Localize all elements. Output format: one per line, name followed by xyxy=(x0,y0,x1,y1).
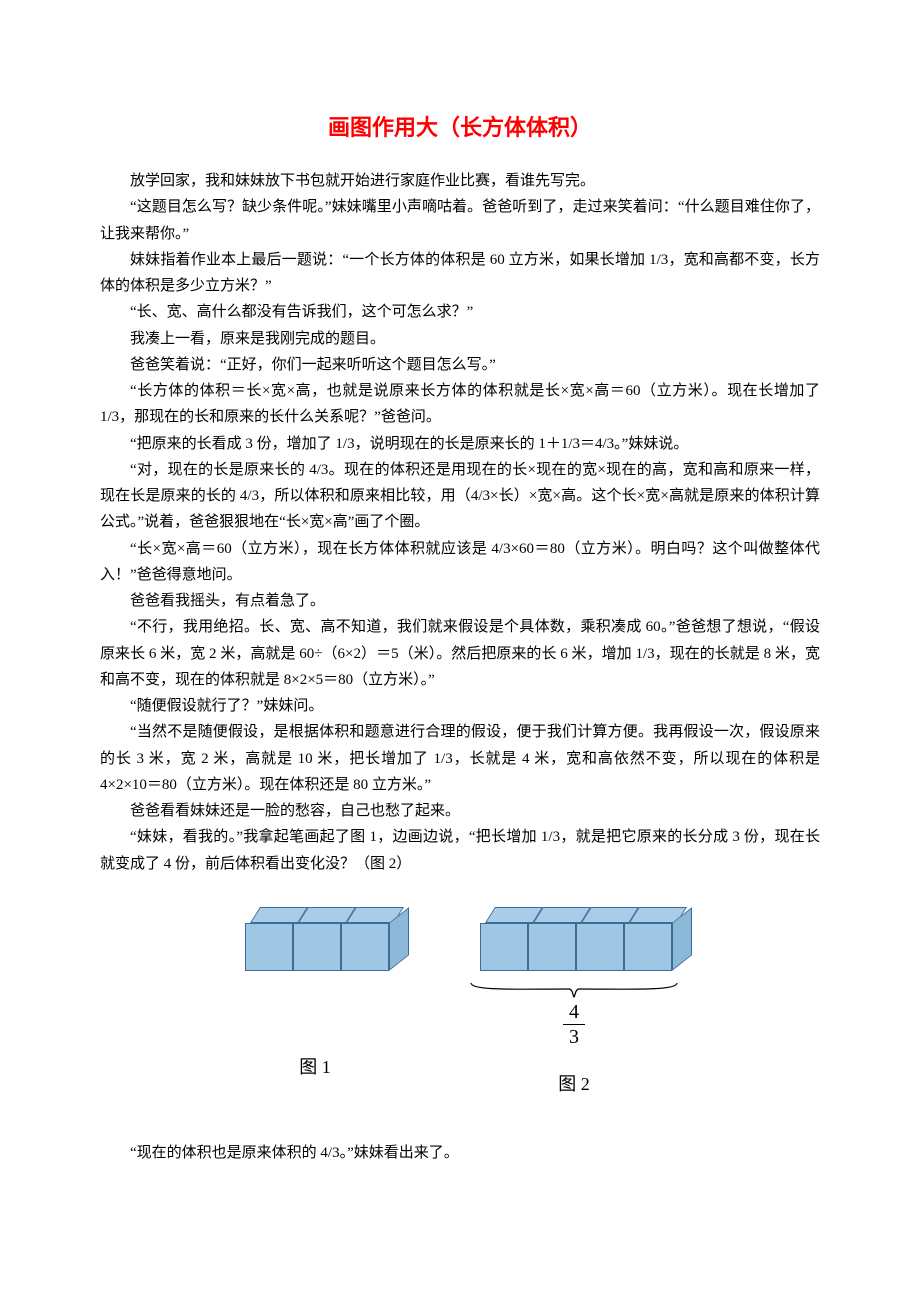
fraction-4-3: 4 3 xyxy=(563,1001,585,1048)
figures-row: 图 1 4 3 图 2 xyxy=(100,907,820,1096)
paragraph: 爸爸看我摇头，有点着急了。 xyxy=(100,588,820,614)
cuboid-1 xyxy=(245,923,389,971)
page: 画图作用大（长方体体积） 放学回家，我和妹妹放下书包就开始进行家庭作业比赛，看谁… xyxy=(0,0,920,1302)
fraction-line xyxy=(563,1024,585,1025)
paragraph: “长×宽×高＝60（立方米），现在长方体体积就应该是 4/3×60＝80（立方米… xyxy=(100,536,820,589)
figure-2: 4 3 图 2 xyxy=(469,907,679,1096)
curly-brace-icon xyxy=(469,981,679,999)
paragraph: “不行，我用绝招。长、宽、高不知道，我们就来假设是个具体数，乘积凑成 60。”爸… xyxy=(100,614,820,693)
paragraph: “对，现在的长是原来长的 4/3。现在的体积还是用现在的长×现在的宽×现在的高，… xyxy=(100,457,820,536)
fraction-numerator: 4 xyxy=(569,1001,579,1023)
cuboid-2 xyxy=(480,923,672,971)
fraction-denominator: 3 xyxy=(569,1026,579,1048)
paragraph: “长方体的体积＝长×宽×高，也就是说原来长方体的体积就是长×宽×高＝60（立方米… xyxy=(100,378,820,431)
paragraph: “随便假设就行了？”妹妹问。 xyxy=(100,693,820,719)
paragraph: 爸爸看看妹妹还是一脸的愁容，自己也愁了起来。 xyxy=(100,798,820,824)
figure-2-label: 图 2 xyxy=(558,1070,590,1096)
paragraph: 爸爸笑着说：“正好，你们一起来听听这个题目怎么写。” xyxy=(100,352,820,378)
figure-1-label: 图 1 xyxy=(299,1053,331,1079)
paragraph: 放学回家，我和妹妹放下书包就开始进行家庭作业比赛，看谁先写完。 xyxy=(100,168,820,194)
paragraph: 妹妹指着作业本上最后一题说：“一个长方体的体积是 60 立方米，如果长增加 1/… xyxy=(100,247,820,300)
paragraph: “妹妹，看我的。”我拿起笔画起了图 1，边画边说，“把长增加 1/3，就是把它原… xyxy=(100,824,820,877)
paragraph: 我凑上一看，原来是我刚完成的题目。 xyxy=(100,326,820,352)
paragraph: “这题目怎么写？缺少条件呢。”妹妹嘴里小声嘀咕着。爸爸听到了，走过来笑着问：“什… xyxy=(100,194,820,247)
paragraph: “当然不是随便假设，是根据体积和题意进行合理的假设，便于我们计算方便。我再假设一… xyxy=(100,719,820,798)
document-title: 画图作用大（长方体体积） xyxy=(100,110,820,142)
figure-1: 图 1 xyxy=(241,907,389,1096)
paragraph: “长、宽、高什么都没有告诉我们，这个可怎么求？” xyxy=(100,299,820,325)
paragraph: “把原来的长看成 3 份，增加了 1/3，说明现在的长是原来长的 1＋1/3＝4… xyxy=(100,431,820,457)
closing-paragraph: “现在的体积也是原来体积的 4/3。”妹妹看出来了。 xyxy=(100,1140,820,1166)
